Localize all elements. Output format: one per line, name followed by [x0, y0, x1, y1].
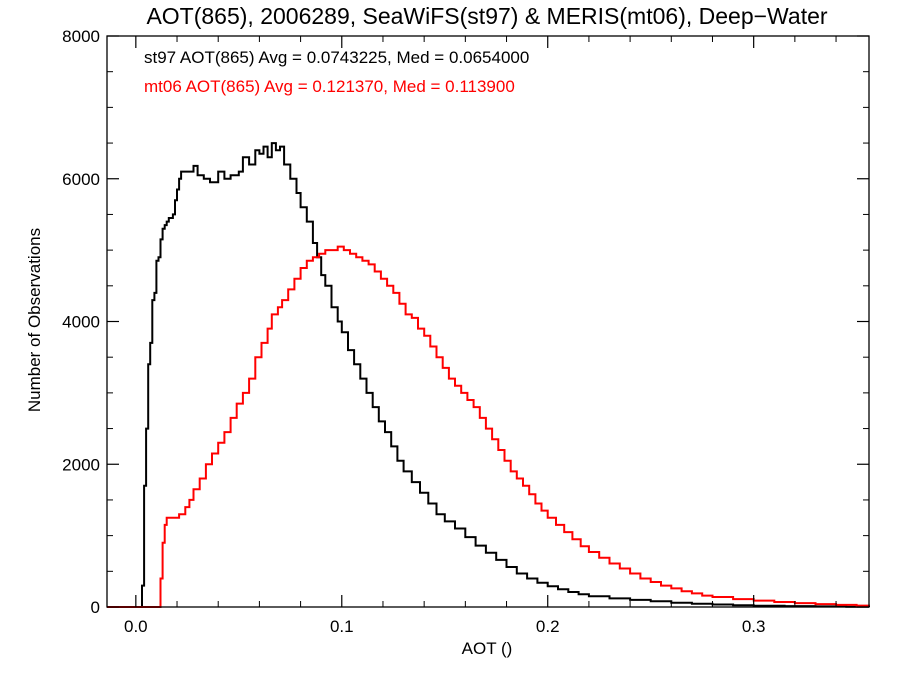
y-tick-label: 2000 [62, 455, 100, 474]
x-tick-label: 0.2 [536, 617, 560, 636]
y-axis-label: Number of Observations [25, 228, 44, 412]
x-tick-label: 0.1 [330, 617, 354, 636]
x-tick-label: 0.0 [124, 617, 148, 636]
series-line-1 [107, 245, 870, 608]
chart-title: AOT(865), 2006289, SeaWiFS(st97) & MERIS… [146, 3, 827, 29]
series-line-0 [107, 142, 870, 608]
annotation-st97-stats: st97 AOT(865) Avg = 0.0743225, Med = 0.0… [144, 48, 529, 67]
y-tick-label: 4000 [62, 313, 100, 332]
plot-axis-layer: 0.0 0.1 0.2 0.3 0 2000 4000 6000 8000 [62, 27, 870, 636]
plot-data-layer [107, 142, 870, 608]
y-tick-label: 8000 [62, 27, 100, 46]
annotation-mt06-stats: mt06 AOT(865) Avg = 0.121370, Med = 0.11… [144, 77, 515, 96]
x-tick-label: 0.3 [742, 617, 766, 636]
y-tick-label: 6000 [62, 170, 100, 189]
y-tick-label: 0 [91, 598, 100, 617]
x-axis-label: AOT () [462, 639, 513, 658]
